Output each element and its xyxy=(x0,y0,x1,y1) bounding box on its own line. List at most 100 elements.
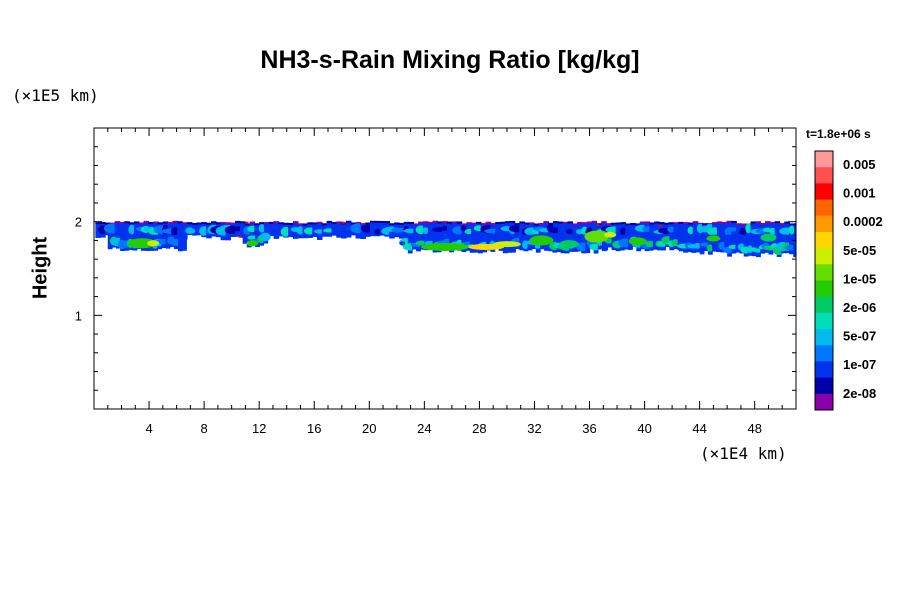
colorbar-label: 1e-07 xyxy=(843,357,876,372)
field-cell xyxy=(678,221,684,224)
field-cell xyxy=(408,221,415,224)
field-cell xyxy=(283,222,289,225)
colorbar-swatch xyxy=(815,231,833,249)
field-cell xyxy=(581,222,588,225)
field-cell xyxy=(543,221,549,224)
field-cell xyxy=(519,221,525,224)
field-cell xyxy=(442,221,448,224)
field-cell xyxy=(663,222,670,225)
y-axis-unit-label: (×1E5 km) xyxy=(12,86,99,105)
field-cell xyxy=(716,222,723,238)
field-cell xyxy=(760,223,766,226)
field-cell xyxy=(596,223,600,226)
field-cell xyxy=(374,220,381,223)
field-cell xyxy=(519,222,525,238)
field-cell xyxy=(615,222,622,225)
colorbar xyxy=(814,150,834,411)
field-cell xyxy=(601,221,607,224)
field-cell xyxy=(789,223,795,226)
field-cell xyxy=(562,222,569,237)
field-cell xyxy=(751,234,757,257)
field-core xyxy=(706,235,721,242)
field-cell xyxy=(153,221,159,224)
field-cell xyxy=(519,234,525,251)
x-tick-label: 32 xyxy=(527,421,541,436)
field-cell xyxy=(422,227,430,234)
field-cell xyxy=(500,221,506,224)
colorbar-label: 1e-05 xyxy=(843,271,876,286)
field-cell xyxy=(740,223,747,226)
field-cell xyxy=(784,244,796,251)
field-cell xyxy=(182,222,188,225)
colorbar-label: 5e-07 xyxy=(843,329,876,344)
field-cell xyxy=(341,223,347,239)
field-cell xyxy=(447,222,453,241)
field-cell xyxy=(129,222,135,225)
field-cell xyxy=(774,221,781,224)
x-tick-label: 48 xyxy=(747,421,761,436)
field-cell xyxy=(712,234,717,252)
field-cell xyxy=(114,222,121,238)
field-cell xyxy=(263,222,270,238)
field-cell xyxy=(254,224,260,238)
field-cell xyxy=(307,222,313,225)
field-cell xyxy=(119,221,125,224)
field-cell xyxy=(331,222,337,236)
field-cell xyxy=(225,222,231,225)
field-cell xyxy=(312,223,318,237)
field-cell xyxy=(316,221,323,224)
field-cell xyxy=(509,220,516,223)
field-cell xyxy=(268,221,275,224)
field-cell xyxy=(528,222,535,225)
field-cell xyxy=(432,220,439,223)
field-cell xyxy=(278,223,284,237)
colorbar-label: 0.0002 xyxy=(843,214,883,229)
field-cell xyxy=(355,221,362,224)
field-cell xyxy=(215,222,222,225)
field-core xyxy=(421,242,469,251)
field-cell xyxy=(331,222,337,225)
x-axis-unit-label: (×1E4 km) xyxy=(700,444,787,463)
field-cell xyxy=(427,222,434,236)
field-cell xyxy=(683,222,689,225)
field-cell xyxy=(158,222,164,225)
field-cell xyxy=(124,221,130,224)
colorbar-label: 0.001 xyxy=(843,186,876,201)
field-cell xyxy=(553,221,559,224)
field-cell xyxy=(336,221,342,224)
x-tick-label: 28 xyxy=(472,421,486,436)
field-cell xyxy=(634,224,641,240)
field-cell xyxy=(486,234,492,251)
field-cell xyxy=(639,221,646,224)
field-cell xyxy=(769,221,776,224)
plot-frame xyxy=(93,127,797,410)
field-cell xyxy=(196,222,203,225)
colorbar-label: 2e-06 xyxy=(843,300,876,315)
time-label: t=1.8e+06 s xyxy=(806,127,871,141)
field-cell xyxy=(712,222,718,225)
field-cell xyxy=(447,221,453,224)
field-core xyxy=(760,233,777,242)
field-cell xyxy=(413,223,419,226)
field-cell xyxy=(143,220,150,223)
field-cell xyxy=(133,222,140,240)
field-cell xyxy=(260,232,271,242)
field-cell xyxy=(413,224,419,240)
field-cell xyxy=(244,223,251,226)
field-cell xyxy=(379,221,386,236)
colorbar-swatch xyxy=(815,312,833,330)
field-cell xyxy=(793,223,796,226)
field-cell xyxy=(706,244,714,252)
field-cell xyxy=(735,234,741,253)
field-cell xyxy=(297,223,304,226)
field-cell xyxy=(191,222,198,225)
field-cell xyxy=(538,222,545,225)
field-cell xyxy=(461,223,468,226)
field-cell xyxy=(374,228,382,235)
field-cell xyxy=(591,221,598,237)
field-cell xyxy=(567,221,574,224)
field-cell xyxy=(716,221,723,224)
field-cell xyxy=(398,222,405,225)
field-cell xyxy=(630,223,636,235)
field-cell xyxy=(239,221,246,224)
